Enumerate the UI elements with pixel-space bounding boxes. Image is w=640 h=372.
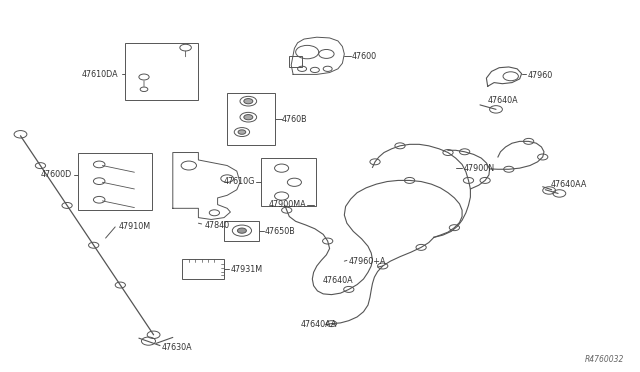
Circle shape <box>238 130 246 134</box>
Circle shape <box>237 228 246 233</box>
Bar <box>261 158 316 206</box>
Text: 47840: 47840 <box>205 221 230 230</box>
Text: 47600D: 47600D <box>41 170 72 179</box>
Text: 47630A: 47630A <box>161 343 192 352</box>
Text: 47931M: 47931M <box>230 265 262 274</box>
Text: 47600: 47600 <box>352 52 377 61</box>
Bar <box>125 43 198 100</box>
Text: 47640A: 47640A <box>488 96 518 105</box>
Text: 47960+A: 47960+A <box>348 257 385 266</box>
Text: R4760032: R4760032 <box>584 355 624 364</box>
Text: 47960: 47960 <box>527 71 552 80</box>
Text: 47610G: 47610G <box>223 177 255 186</box>
Text: 47640AA: 47640AA <box>301 320 337 329</box>
Text: 47900N: 47900N <box>463 164 495 173</box>
Text: 47610DA: 47610DA <box>82 70 118 79</box>
Bar <box>78 153 152 210</box>
Bar <box>182 259 224 279</box>
Text: 47640AA: 47640AA <box>550 180 587 189</box>
Text: 47910M: 47910M <box>119 222 151 231</box>
Text: 4760B: 4760B <box>282 115 307 124</box>
Circle shape <box>244 99 253 104</box>
Bar <box>289 56 302 67</box>
Circle shape <box>244 115 253 120</box>
Bar <box>227 93 275 145</box>
Bar <box>224 221 259 241</box>
Text: 47900MA: 47900MA <box>268 200 306 209</box>
Text: 47640A: 47640A <box>323 276 353 285</box>
Text: 47650B: 47650B <box>265 227 296 236</box>
